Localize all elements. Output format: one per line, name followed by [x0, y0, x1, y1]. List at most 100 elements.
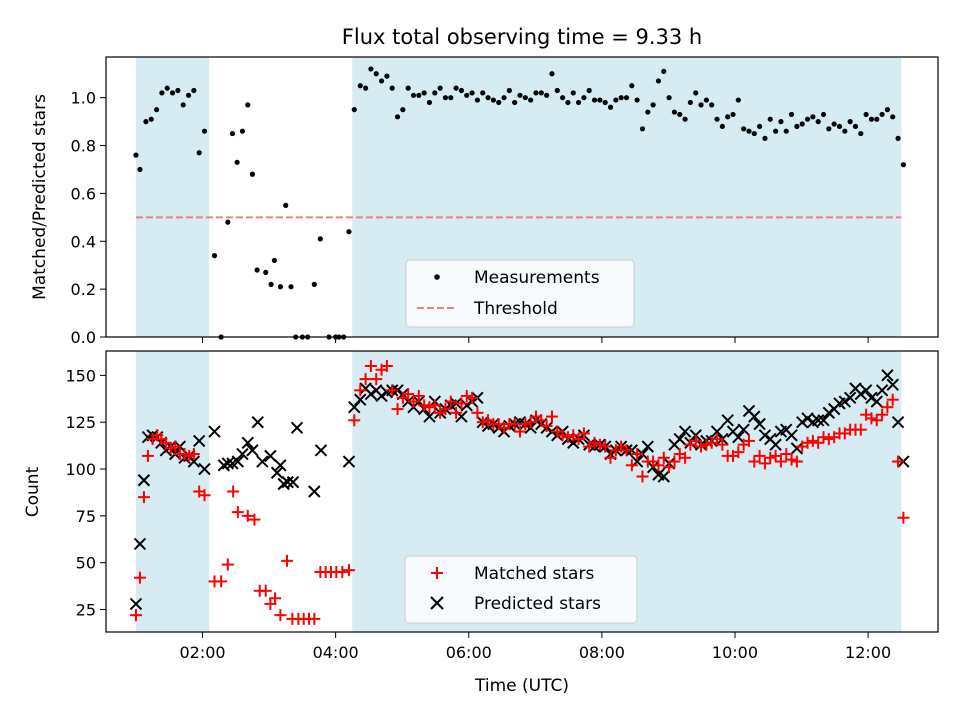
measurement-point	[277, 284, 283, 290]
measurement-point	[874, 116, 880, 122]
matched-star-marker	[870, 414, 883, 427]
measurement-point	[263, 269, 269, 275]
matched-star-marker	[342, 564, 355, 577]
measurement-point	[442, 95, 449, 101]
measurement-point	[709, 102, 715, 108]
measurement-point	[506, 87, 512, 94]
measurement-point	[661, 68, 667, 74]
measurement-point	[895, 135, 901, 141]
predicted-star-marker	[423, 410, 436, 423]
matched-star-marker	[471, 406, 484, 419]
matched-star-marker	[359, 373, 372, 386]
measurement-point	[549, 71, 555, 77]
matched-star-marker	[812, 436, 825, 449]
matched-star-marker	[561, 431, 574, 444]
bottom-y-tick-label: 25	[76, 601, 96, 620]
predicted-star-marker	[710, 425, 724, 438]
predicted-star-marker	[748, 410, 761, 423]
measurement-point	[143, 119, 149, 125]
measurement-point	[490, 97, 496, 103]
matched-star-marker	[248, 513, 261, 526]
measurement-point	[501, 95, 507, 101]
predicted-star-marker	[865, 391, 878, 405]
predicted-star-marker	[673, 432, 686, 446]
predicted-star-marker	[231, 455, 244, 468]
predicted-star-marker	[192, 434, 206, 448]
measurement-point	[804, 116, 811, 122]
measurement-point	[751, 130, 757, 137]
predicted-star-marker	[753, 417, 766, 431]
predicted-star-marker	[817, 414, 830, 427]
measurement-point	[602, 99, 608, 106]
matched-star-marker	[141, 449, 154, 462]
predicted-star-marker	[208, 425, 221, 438]
predicted-star-marker	[308, 485, 321, 498]
predicted-star-marker	[769, 438, 782, 451]
measurement-point	[448, 95, 454, 101]
measurement-point	[863, 111, 869, 118]
matched-star-points	[129, 359, 910, 625]
matched-star-marker	[221, 558, 234, 571]
predicted-star-marker	[732, 430, 745, 444]
x-tick-label: 08:00	[579, 643, 625, 662]
top-legend: Measurements Threshold	[405, 259, 635, 328]
matched-star-marker	[769, 449, 782, 462]
measurement-point	[180, 102, 186, 108]
predicted-star-marker	[198, 462, 211, 476]
matched-star-marker	[466, 391, 479, 404]
measurement-point	[788, 111, 795, 118]
matched-star-marker	[742, 434, 755, 447]
predicted-star-marker	[129, 597, 143, 611]
matched-star-marker	[652, 459, 665, 472]
measurement-point	[368, 66, 374, 72]
matched-star-marker	[753, 449, 766, 462]
top-y-tick-label: 0.6	[71, 184, 96, 203]
measurement-point	[271, 257, 277, 264]
matched-star-marker	[133, 571, 146, 584]
predicted-star-marker	[375, 389, 388, 403]
measurement-point	[831, 121, 837, 127]
matched-star-marker	[892, 455, 905, 468]
top-legend-box	[405, 259, 635, 328]
predicted-star-marker	[870, 395, 883, 408]
matched-star-marker	[817, 431, 830, 444]
measurement-point	[522, 95, 528, 101]
bottom-y-tick-label: 75	[76, 507, 96, 526]
matched-star-marker	[407, 395, 420, 408]
measurement-point	[254, 267, 260, 273]
measurement-point	[858, 130, 864, 137]
matched-star-marker	[259, 584, 272, 597]
measurement-point	[191, 87, 197, 94]
measurement-point	[597, 97, 603, 103]
matched-star-marker	[599, 440, 612, 453]
measurement-point	[666, 95, 672, 101]
matched-star-marker	[657, 451, 670, 464]
matched-star-marker	[774, 455, 787, 468]
matched-star-marker	[418, 399, 431, 412]
measurement-point	[288, 284, 294, 290]
matched-star-marker	[790, 455, 803, 468]
matched-star-marker	[679, 451, 692, 464]
matched-star-marker	[455, 397, 468, 410]
matched-star-marker	[241, 509, 254, 522]
measurement-point	[389, 85, 395, 91]
predicted-star-marker	[801, 412, 814, 425]
measurement-point	[185, 92, 192, 98]
measurement-point	[394, 114, 401, 120]
predicted-star-marker	[891, 415, 905, 429]
matched-star-marker	[764, 451, 777, 464]
measurement-point	[884, 107, 891, 113]
matched-star-marker	[556, 429, 569, 442]
measurement-point	[565, 99, 571, 106]
matched-star-marker	[636, 470, 649, 483]
measurement-point	[225, 219, 231, 225]
measurement-point	[432, 90, 438, 96]
predicted-star-marker	[875, 384, 889, 397]
matched-star-marker	[716, 438, 729, 451]
measurement-point	[538, 90, 544, 96]
matched-star-marker	[380, 359, 393, 372]
matched-star-marker	[129, 609, 142, 622]
legend-measurement-marker	[434, 274, 440, 280]
measurement-point	[836, 123, 843, 130]
